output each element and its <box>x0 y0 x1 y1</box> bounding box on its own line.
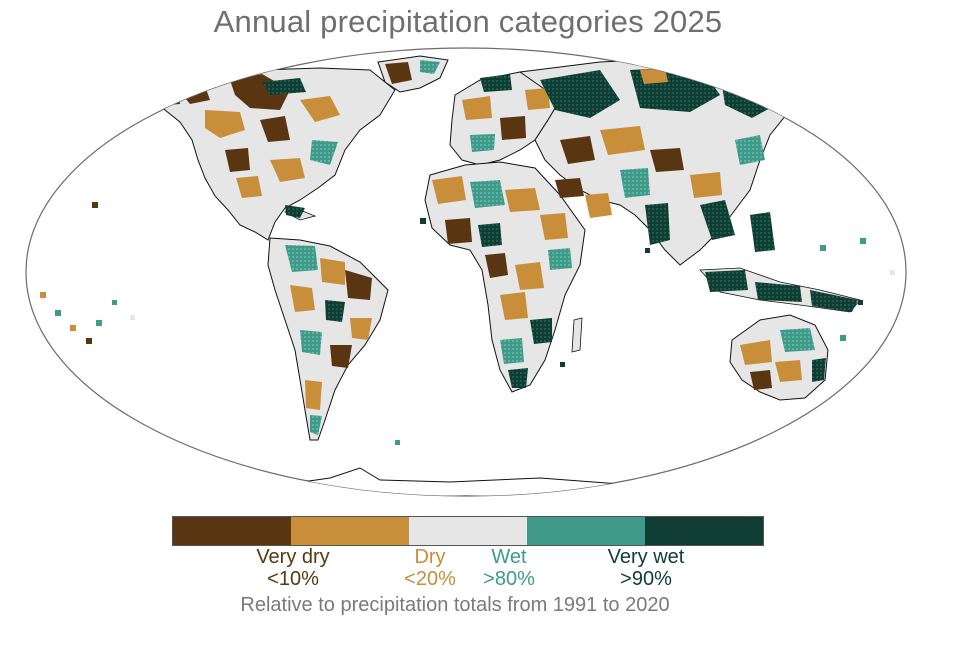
legend-swatch-wet <box>527 517 645 545</box>
legend-swatch-very-dry <box>173 517 291 545</box>
map-title: Annual precipitation categories 2025 <box>213 4 723 39</box>
legend-name-very-dry: Very dry <box>256 546 330 568</box>
legend-pct-very-dry: <10% <box>267 568 319 590</box>
land-new-zealand <box>834 387 863 421</box>
legend-label-very-wet: Very wet >90% <box>581 546 711 590</box>
legend-swatch-very-wet <box>645 517 763 545</box>
legend-swatch-dry <box>291 517 409 545</box>
legend-label-very-dry: Very dry <10% <box>228 546 358 590</box>
legend-bar <box>172 516 764 546</box>
map-subtitle: Relative to precipitation totals from 19… <box>240 594 670 616</box>
ocean-cells <box>40 202 895 445</box>
legend-label-wet: Wet >80% <box>444 546 574 590</box>
land-madagascar <box>571 317 583 353</box>
legend-label-dry: Dry <20% <box>365 546 495 590</box>
legend-name-dry: Dry <box>414 546 446 568</box>
legend-swatch-normal <box>409 517 527 545</box>
legend-pct-wet: >80% <box>483 568 535 590</box>
legend-name-wet: Wet <box>491 546 527 568</box>
land-layer <box>40 55 895 496</box>
legend-pct-dry: <20% <box>404 568 456 590</box>
legend-pct-very-wet: >90% <box>620 568 672 590</box>
legend-name-very-wet: Very wet <box>607 546 685 568</box>
